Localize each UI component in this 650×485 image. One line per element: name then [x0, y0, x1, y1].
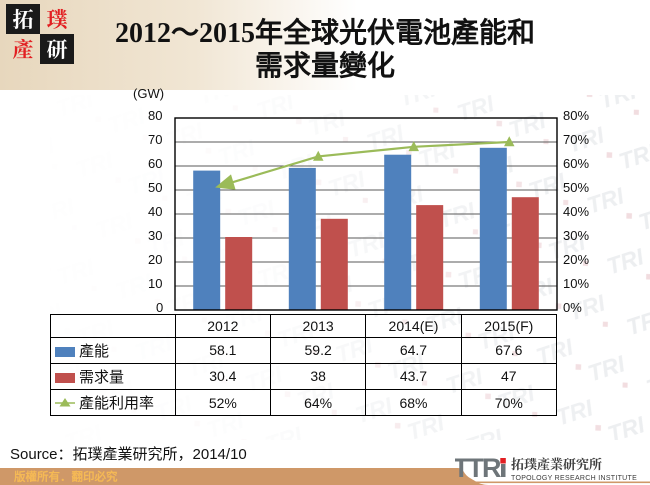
svg-text:版權所有．翻印必究: 版權所有．翻印必究 [14, 470, 118, 484]
svg-text:拓璞產業研究所: 拓璞產業研究所 [511, 456, 602, 473]
svg-text:TTR: TTR [455, 456, 501, 483]
svg-text:TOPOLOGY RESEARCH INSTITUTE: TOPOLOGY RESEARCH INSTITUTE [511, 475, 637, 482]
